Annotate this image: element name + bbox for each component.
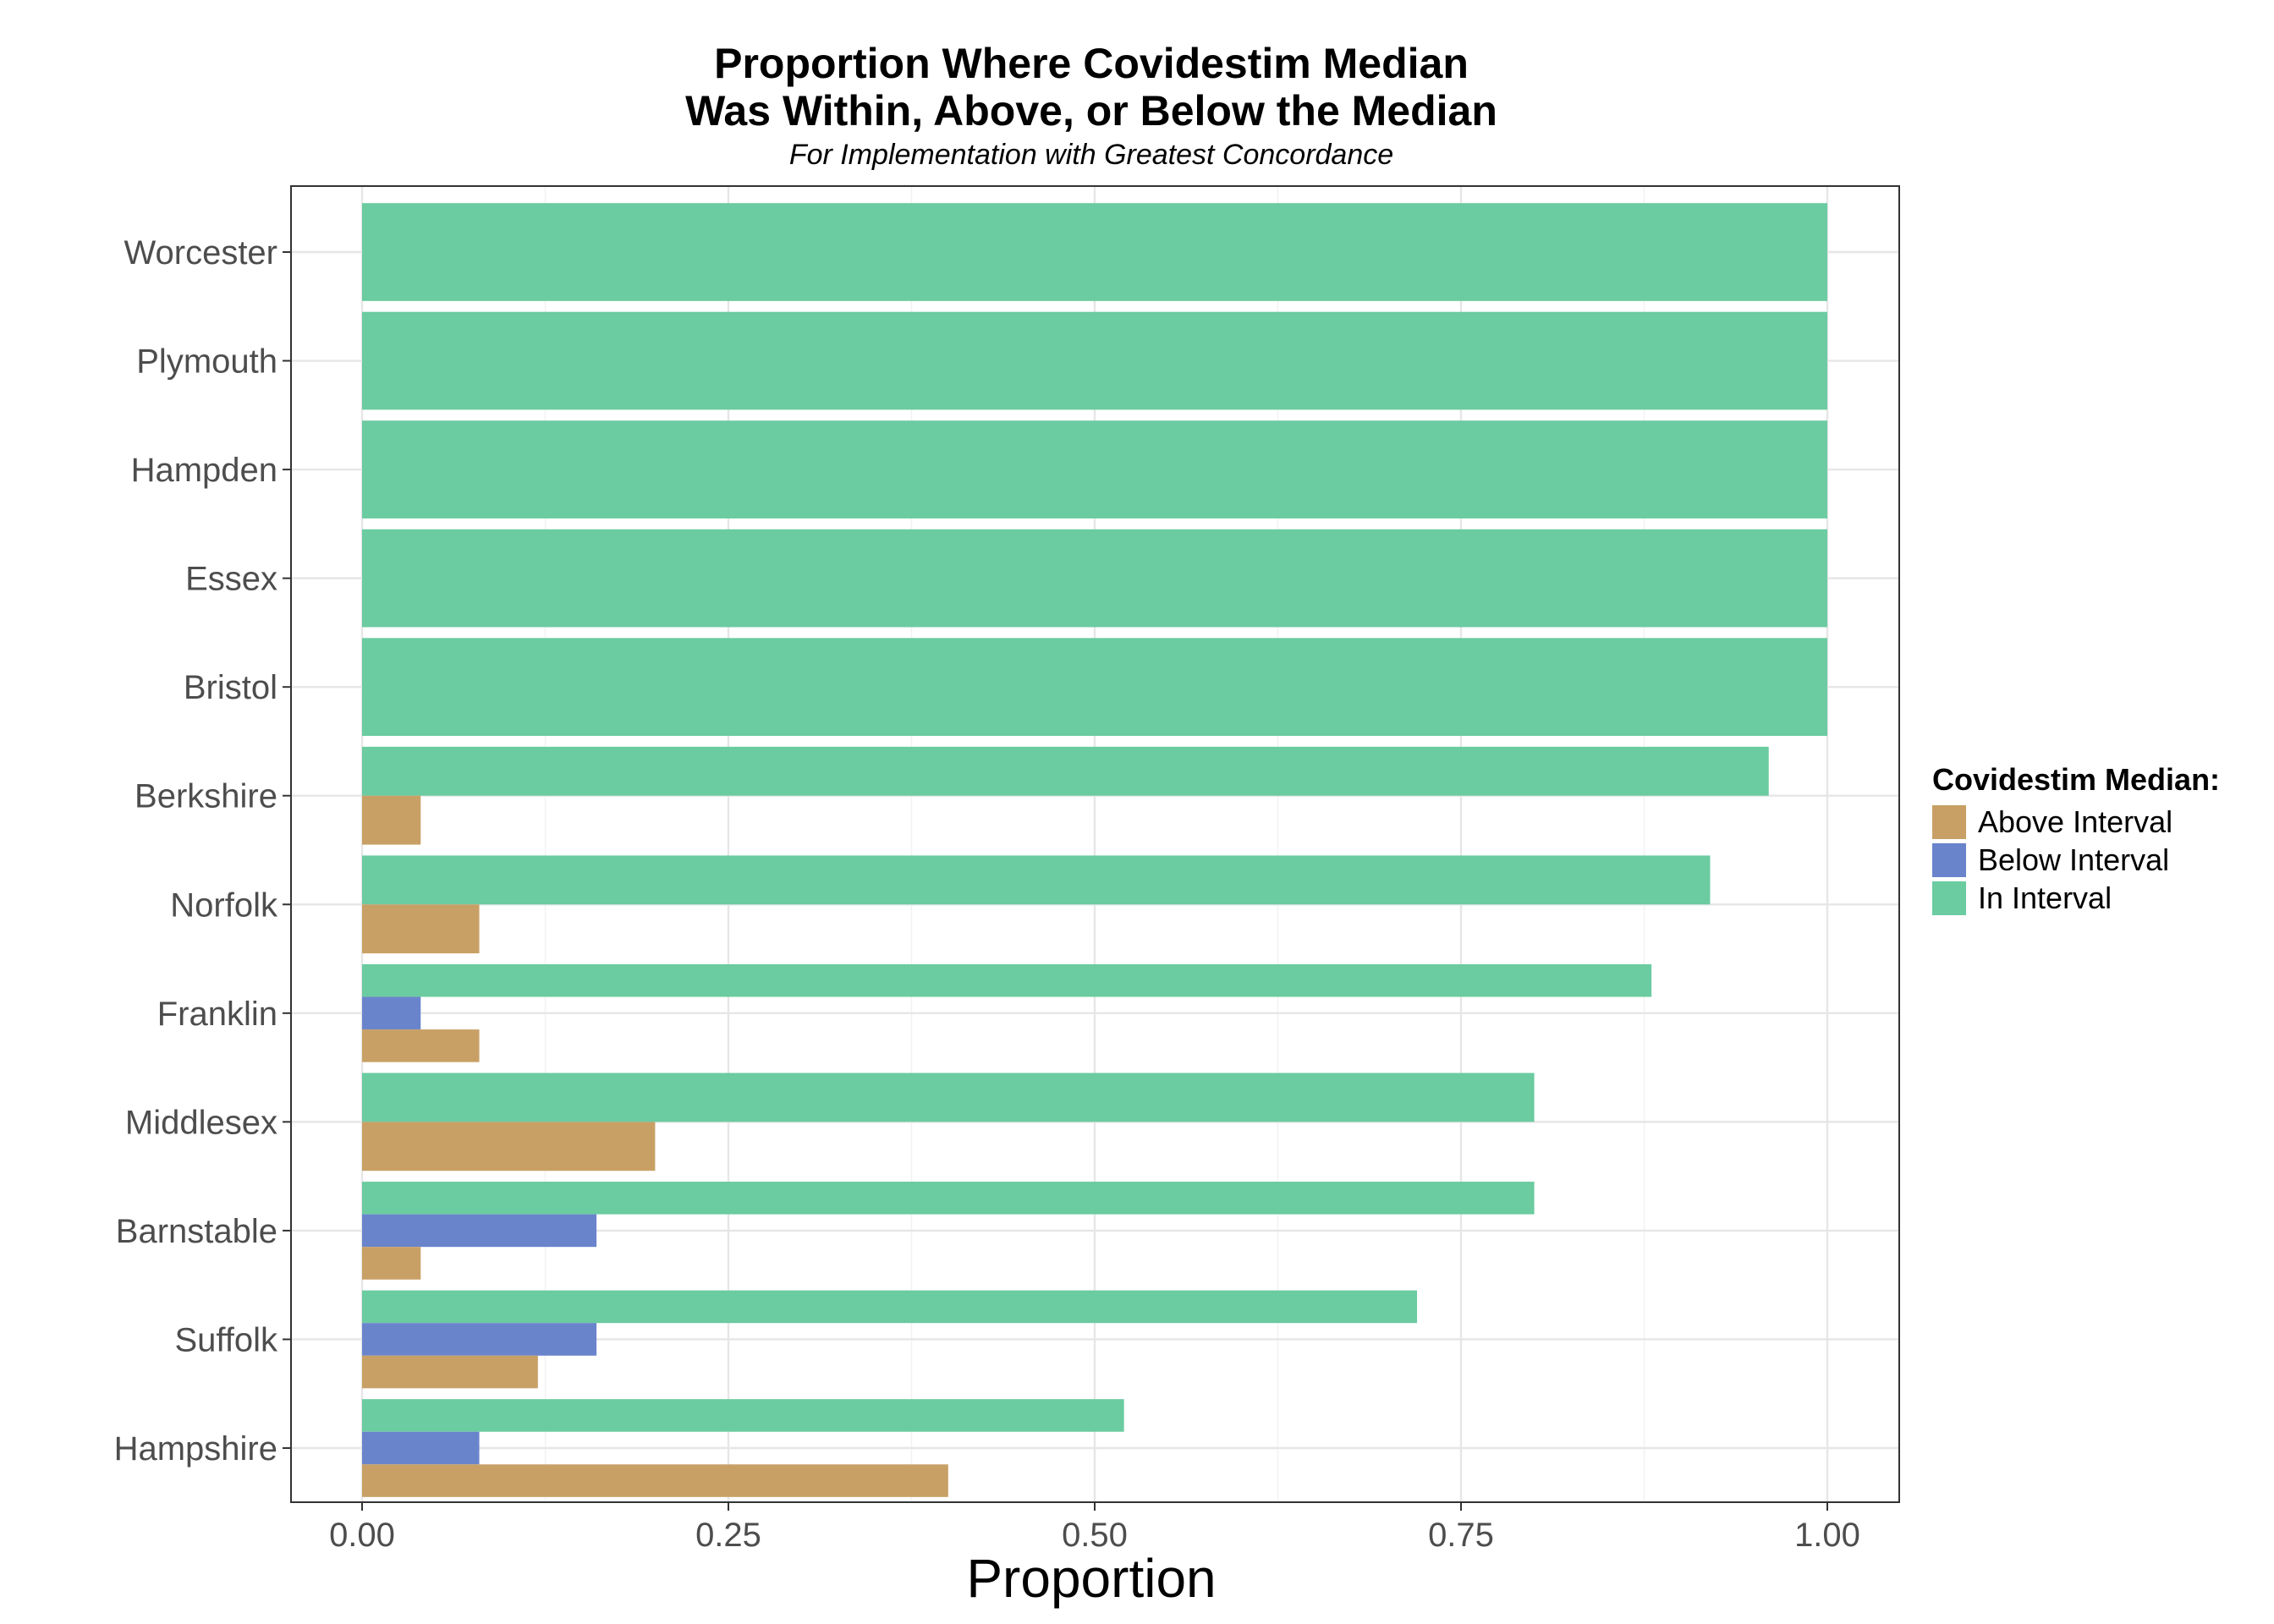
bar-hampshire-in-interval — [362, 1399, 1124, 1432]
legend-key-below-interval — [1932, 843, 1966, 877]
y-tick-label: Norfolk — [170, 886, 278, 924]
bar-barnstable-in-interval — [362, 1182, 1535, 1215]
y-tick-label: Berkshire — [135, 778, 277, 815]
y-tick-label: Suffolk — [174, 1321, 278, 1358]
y-axis: Worcester Plymouth Hampden Essex Bristol Berk… — [114, 234, 291, 1468]
bar-barnstable-below-interval — [362, 1214, 597, 1248]
x-tick-label: 0.25 — [695, 1517, 761, 1554]
y-tick-label: Middlesex — [125, 1104, 277, 1141]
bar-plymouth-in-interval — [362, 311, 1827, 410]
legend-title: Covidestim Median: — [1932, 762, 2220, 797]
bar-hampden-in-interval — [362, 420, 1827, 518]
bar-suffolk-below-interval — [362, 1323, 597, 1356]
x-axis-title: Proportion — [966, 1548, 1216, 1609]
bar-middlesex-in-interval — [362, 1073, 1535, 1122]
x-axis: 0.00 0.25 0.50 0.75 1.00 — [329, 1502, 1860, 1554]
legend-label: Below Interval — [1978, 842, 2169, 877]
y-tick-label: Hampshire — [114, 1430, 277, 1468]
bar-franklin-above-interval — [362, 1029, 480, 1062]
bar-essex-in-interval — [362, 529, 1827, 628]
x-tick-label: 1.00 — [1794, 1517, 1860, 1554]
bar-hampshire-above-interval — [362, 1464, 948, 1497]
legend-key-in-interval — [1932, 881, 1966, 915]
y-tick-label: Barnstable — [116, 1213, 277, 1250]
bar-bristol-in-interval — [362, 638, 1827, 737]
chart-title-line-2: Was Within, Above, or Below the Median — [685, 87, 1497, 134]
chart-title-line-1: Proportion Where Covidestim Median — [714, 40, 1469, 87]
bar-berkshire-above-interval — [362, 795, 421, 845]
y-tick-label: Worcester — [124, 234, 277, 272]
bar-hampshire-below-interval — [362, 1431, 480, 1465]
bar-norfolk-above-interval — [362, 904, 480, 954]
y-tick-label: Plymouth — [136, 343, 277, 381]
y-tick-label: Franklin — [157, 996, 277, 1033]
bar-worcester-in-interval — [362, 203, 1827, 301]
bar-barnstable-above-interval — [362, 1247, 421, 1280]
legend-label: In Interval — [1978, 881, 2112, 915]
bar-franklin-in-interval — [362, 963, 1652, 997]
bar-suffolk-above-interval — [362, 1355, 538, 1389]
x-tick-label: 0.00 — [329, 1517, 395, 1554]
y-tick-label: Bristol — [184, 669, 277, 706]
x-tick-label: 0.75 — [1428, 1517, 1494, 1554]
x-tick-label: 0.50 — [1062, 1517, 1128, 1554]
chart-subtitle: For Implementation with Greatest Concord… — [789, 139, 1393, 171]
y-tick-label: Essex — [185, 561, 277, 598]
y-tick-label: Hampden — [131, 452, 277, 489]
bar-middlesex-above-interval — [362, 1122, 656, 1171]
legend-label: Above Interval — [1978, 804, 2172, 839]
bar-suffolk-in-interval — [362, 1290, 1418, 1324]
bar-berkshire-in-interval — [362, 746, 1769, 796]
bar-franklin-below-interval — [362, 996, 421, 1030]
bars — [362, 203, 1827, 1497]
bar-norfolk-in-interval — [362, 855, 1711, 905]
legend-key-above-interval — [1932, 805, 1966, 839]
